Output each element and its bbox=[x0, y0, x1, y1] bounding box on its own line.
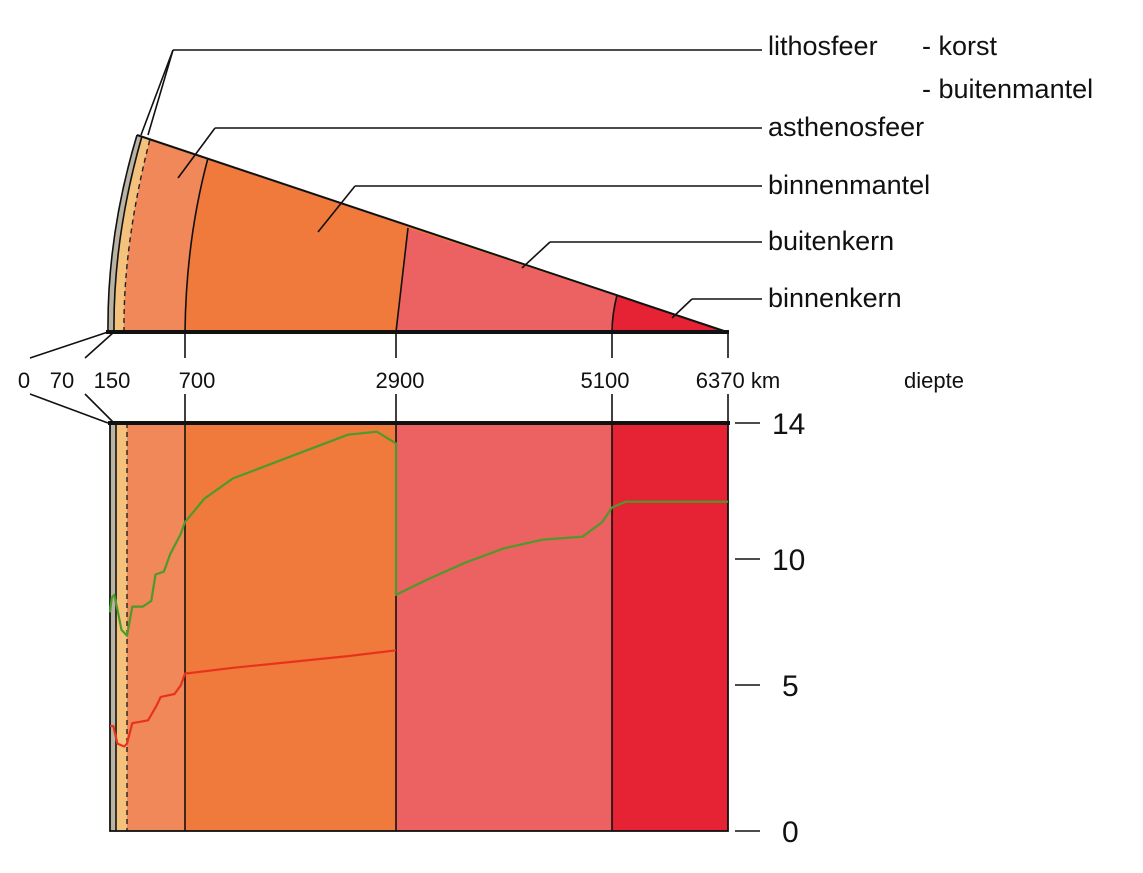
y-tick-label-10: 10 bbox=[772, 544, 805, 577]
band-binnenmantel bbox=[185, 423, 396, 831]
label-binnenmantel: binnenmantel bbox=[768, 170, 930, 200]
label-lithosfeer-korst: - korst bbox=[922, 31, 998, 61]
y-tick-label-14: 14 bbox=[772, 408, 805, 441]
boundary-surface bbox=[107, 134, 138, 333]
wedge-top-edge bbox=[136, 134, 728, 333]
leader-binnenkern-a bbox=[671, 298, 693, 319]
boundary-lithosphere bbox=[123, 138, 151, 333]
depth-tick-700: 700 bbox=[179, 368, 216, 393]
zoom-line-top-b bbox=[84, 331, 115, 359]
zoom-line-top-a bbox=[29, 331, 109, 359]
boundary-moho bbox=[113, 135, 143, 333]
boundary-700 bbox=[184, 157, 209, 333]
leader-binnenmantel-a bbox=[317, 185, 356, 233]
zoom-line-bottom-b bbox=[84, 393, 115, 424]
leader-lithosfeer-b bbox=[140, 49, 174, 136]
earth-wedge bbox=[106, 134, 729, 334]
y-tick-label-5: 5 bbox=[782, 670, 799, 703]
depth-tick-0: 0 bbox=[18, 368, 30, 393]
depth-tick-2900: 2900 bbox=[376, 368, 425, 393]
boundary-2900 bbox=[395, 227, 409, 333]
depth-tick-70: 70 bbox=[50, 368, 74, 393]
leader-asthenosfeer-a bbox=[177, 127, 216, 179]
series-layer bbox=[108, 430, 728, 748]
depth-tick-6370: 6370 km bbox=[696, 368, 780, 393]
profile-curve-2 bbox=[110, 649, 397, 748]
label-binnenkern: binnenkern bbox=[768, 283, 902, 313]
band-asthenosfeer bbox=[127, 423, 185, 831]
depth-scale: 0 70 150 700 2900 5100 6370 km diepte bbox=[18, 331, 964, 424]
zoom-line-bottom-a bbox=[29, 393, 109, 424]
profile-chart: 14 10 5 0 bbox=[108, 408, 805, 849]
depth-tick-5100: 5100 bbox=[581, 368, 630, 393]
band-binnenkern bbox=[612, 423, 728, 831]
label-lithosfeer-buitenmantel: - buitenmantel bbox=[922, 74, 1093, 104]
profile-curve-1 bbox=[108, 430, 728, 637]
band-buitenkern bbox=[396, 423, 612, 831]
depth-axis-label: diepte bbox=[904, 368, 964, 393]
depth-tick-150: 150 bbox=[94, 368, 131, 393]
y-tick-label-0: 0 bbox=[782, 816, 799, 849]
band-korst bbox=[110, 423, 116, 831]
leader-lithosfeer-a bbox=[147, 49, 174, 136]
label-buitenkern: buitenkern bbox=[768, 226, 894, 256]
label-asthenosfeer: asthenosfeer bbox=[768, 112, 924, 142]
leader-buitenkern-a bbox=[521, 241, 551, 269]
layer-labels: lithosfeer - korst - buitenmantel asthen… bbox=[140, 31, 1093, 319]
boundary-5100 bbox=[611, 294, 618, 333]
label-lithosfeer: lithosfeer bbox=[768, 31, 878, 61]
